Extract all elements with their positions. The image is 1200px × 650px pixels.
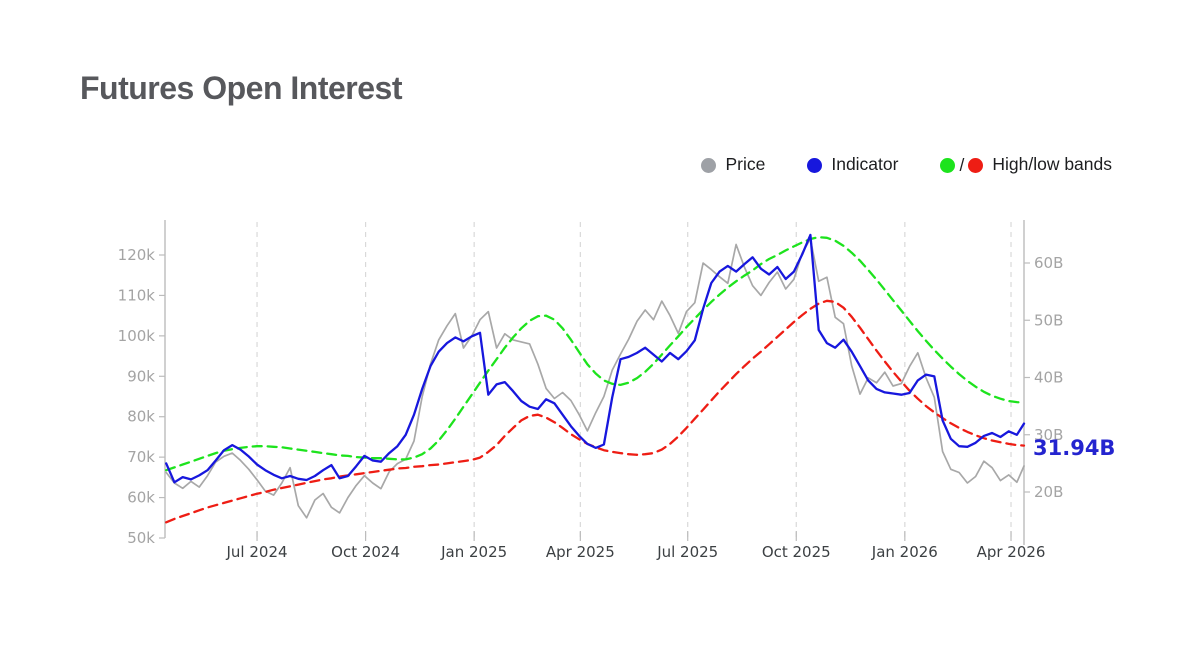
x-axis-tick-label: Oct 2024 [331,543,400,561]
left-axis-tick-label: 90k [127,367,155,385]
left-axis-tick-label: 100k [118,327,156,345]
left-axis-tick-label: 120k [118,246,156,264]
low-band-dot-icon [968,157,984,173]
series-line-price [165,237,1025,519]
legend-label-price: Price [725,154,766,175]
legend-label-high-low-bands: High/low bands [992,154,1112,175]
indicator-current-value-label: 31.94B [1033,436,1116,460]
x-axis-tick-label: Jul 2025 [656,543,718,561]
x-axis-tick-label: Apr 2026 [977,543,1046,561]
indicator-series-dot-icon [807,157,823,173]
right-axis-tick-label: 50B [1034,311,1063,329]
legend-item-high-low-bands[interactable]: / High/low bands [940,155,1112,176]
legend-item-price[interactable]: Price [701,156,765,174]
x-axis-tick-label: Jul 2024 [226,543,288,561]
right-axis-tick-label: 40B [1034,369,1063,387]
legend-label-indicator: Indicator [831,154,899,175]
legend-item-indicator[interactable]: Indicator [807,156,898,174]
x-axis-tick-label: Oct 2025 [762,543,831,561]
x-axis-tick-label: Jan 2026 [871,543,938,561]
left-axis-tick-label: 110k [118,286,156,304]
series-line-low-band [165,299,1026,524]
high-band-dot-icon [940,157,956,173]
right-axis-tick-label: 30B [1034,426,1063,444]
left-axis-tick-label: 80k [127,408,155,426]
left-axis-tick-label: 70k [127,448,155,466]
page-title: Futures Open Interest [80,70,403,106]
chart-legend: Price Indicator / High/low bands [701,152,1112,178]
legend-separator: / [959,154,965,175]
right-axis-tick-label: 60B [1034,254,1063,272]
right-axis-tick-label: 20B [1034,483,1063,501]
x-axis-tick-label: Apr 2025 [546,543,615,561]
series-line-high-band [165,236,1026,472]
left-axis-tick-label: 50k [127,529,155,547]
left-axis-tick-label: 60k [127,489,155,507]
x-axis-tick-label: Jan 2025 [440,543,507,561]
price-series-dot-icon [701,157,717,173]
series-line-indicator [165,233,1026,484]
